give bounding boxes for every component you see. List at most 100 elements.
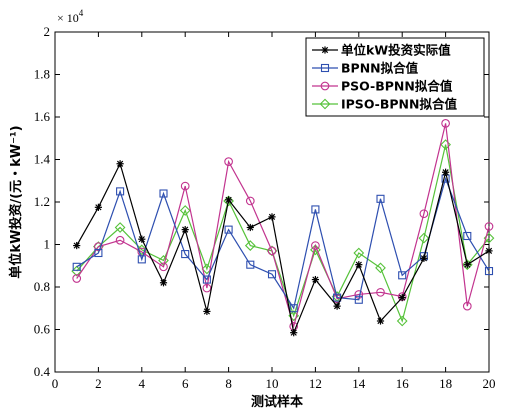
data-point [137, 255, 146, 264]
data-point [396, 315, 408, 327]
data-point [485, 247, 493, 255]
y-tick-label: 2 [44, 24, 51, 39]
data-point [181, 250, 190, 259]
x-tick-label: 18 [439, 376, 452, 391]
data-point [159, 189, 168, 198]
data-point [72, 274, 82, 283]
x-tick-label: 12 [309, 376, 322, 391]
y-tick-label: 1.8 [34, 67, 50, 82]
data-point [115, 235, 125, 245]
data-point [246, 223, 254, 232]
data-point [333, 293, 342, 302]
data-point [420, 254, 428, 262]
y-tick-label: 1.2 [34, 194, 50, 209]
legend-box [305, 37, 485, 117]
data-point [290, 329, 298, 337]
x-tick-label: 8 [225, 376, 232, 391]
data-point [267, 270, 277, 279]
data-point [440, 139, 451, 151]
series-layer [71, 119, 495, 337]
data-point [138, 235, 146, 243]
data-point [179, 205, 191, 216]
data-point [159, 262, 168, 272]
data-point [245, 196, 255, 206]
data-point [202, 275, 211, 284]
data-point [484, 222, 494, 231]
data-point [355, 261, 363, 269]
data-point [246, 260, 255, 269]
data-point [224, 157, 233, 166]
y-tick-label: 0.4 [34, 364, 51, 379]
data-point [114, 222, 126, 233]
data-point [116, 187, 125, 196]
data-point [311, 205, 320, 214]
series-2 [72, 119, 494, 331]
legend-marker [321, 46, 329, 54]
y-tick-label: 1 [44, 237, 51, 252]
data-point [311, 241, 320, 250]
data-point [202, 283, 212, 293]
series-1 [72, 174, 494, 313]
data-point [159, 279, 168, 287]
data-point [398, 294, 406, 302]
data-point [354, 295, 363, 304]
data-point [311, 275, 319, 284]
legend-item: IPSO-BPNN拟合值 [312, 97, 457, 112]
legend: 单位kW投资实际值 BPNN拟合值 PSO-BPNN拟合值 IPSO-BPNN拟合值 [305, 37, 485, 117]
data-point [116, 160, 124, 168]
y-tick-label: 0.6 [34, 322, 51, 337]
data-point [376, 317, 385, 325]
legend-label: IPSO-BPNN拟合值 [341, 97, 457, 112]
data-point [72, 262, 81, 271]
x-tick-label: 16 [396, 376, 410, 391]
data-point [375, 262, 386, 274]
y-tick-label: 1.6 [34, 109, 51, 124]
data-point [268, 213, 276, 221]
data-point [94, 203, 102, 211]
data-point [267, 246, 277, 256]
x-tick-label: 20 [483, 376, 496, 391]
legend-marker [319, 98, 331, 110]
data-point [418, 232, 430, 244]
data-point [289, 304, 298, 313]
x-tick-label: 14 [352, 376, 366, 391]
series-line [76, 123, 490, 329]
series-line [76, 162, 490, 335]
data-point [244, 240, 256, 251]
data-point [398, 271, 407, 280]
data-point [73, 241, 81, 250]
data-point [224, 225, 233, 234]
legend-label: BPNN拟合值 [341, 61, 419, 76]
legend-marker [320, 81, 330, 91]
data-point [484, 267, 494, 276]
y-tick-label: 0.8 [34, 279, 50, 294]
y-axis: 0.4 0.6 0.8 1 1.2 1.4 1.6 1.8 2 [34, 24, 489, 379]
x-tick-label: 10 [266, 376, 279, 391]
data-point [376, 194, 385, 203]
legend-label: 单位kW投资实际值 [341, 43, 451, 58]
data-point [419, 209, 429, 219]
x-tick-label: 4 [139, 376, 146, 391]
data-point [94, 248, 103, 258]
x-axis-label: 测试样本 [251, 394, 303, 410]
data-point [463, 261, 471, 269]
legend-item: BPNN拟合值 [312, 61, 419, 76]
y-axis-label: 单位kW投资/(元・kW⁻¹) [8, 125, 24, 278]
legend-item: PSO-BPNN拟合值 [312, 79, 453, 94]
data-point [462, 301, 472, 311]
series-line [76, 144, 490, 323]
data-point [376, 287, 385, 297]
legend-marker [320, 63, 330, 73]
data-point [333, 302, 341, 310]
data-point [353, 247, 365, 259]
series-0 [73, 160, 493, 337]
data-point [94, 242, 103, 251]
x-tick-label: 0 [52, 376, 59, 391]
legend-label: PSO-BPNN拟合值 [341, 79, 453, 94]
y-tick-label: 1.4 [34, 152, 51, 167]
data-point [442, 168, 450, 176]
data-point [225, 196, 233, 204]
data-point [181, 226, 189, 234]
x-axis: 0 2 4 6 8 10 12 14 16 18 20 [52, 32, 496, 391]
